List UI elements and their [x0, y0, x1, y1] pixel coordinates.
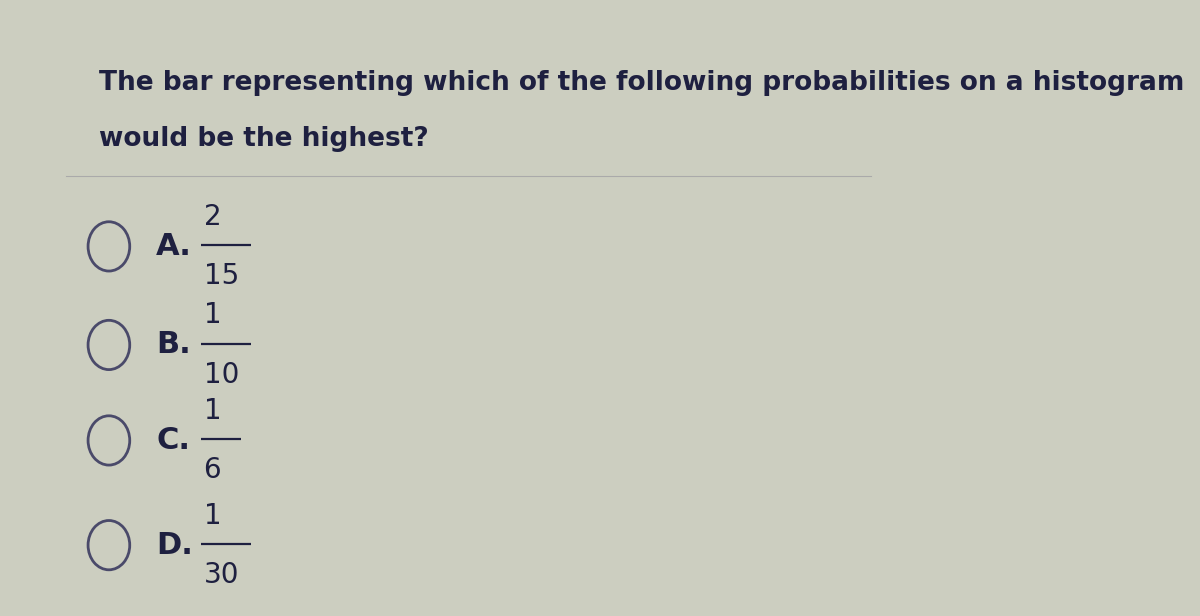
Text: 1: 1: [204, 397, 221, 425]
Text: The bar representing which of the following probabilities on a histogram: The bar representing which of the follow…: [100, 70, 1184, 96]
Text: D.: D.: [156, 530, 193, 560]
Text: 30: 30: [204, 561, 239, 589]
Text: would be the highest?: would be the highest?: [100, 126, 430, 152]
Text: 2: 2: [204, 203, 221, 231]
Text: 1: 1: [204, 501, 221, 530]
Text: B.: B.: [156, 330, 191, 360]
Text: C.: C.: [156, 426, 191, 455]
Text: 15: 15: [204, 262, 239, 290]
Text: 10: 10: [204, 360, 239, 389]
Text: 6: 6: [204, 456, 221, 484]
Text: 1: 1: [204, 301, 221, 330]
Text: A.: A.: [156, 232, 192, 261]
